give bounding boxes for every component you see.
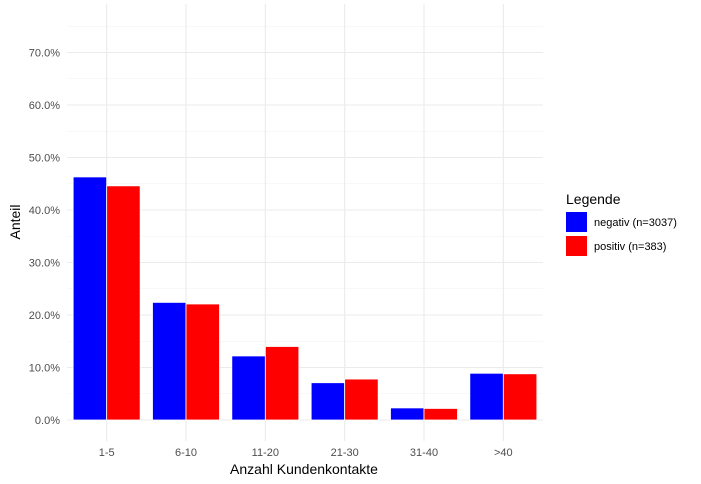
y-axis: 0.0% 10.0% 20.0% 30.0% 40.0% 50.0% 60.0% 70.0%: [29, 48, 60, 428]
y-tick-label: 30.0%: [29, 258, 60, 270]
y-tick-label: 20.0%: [29, 310, 60, 322]
bar-positiv-2: [185, 303, 220, 421]
bar-positiv-4: [344, 378, 379, 421]
bar-negativ-4: [310, 382, 346, 421]
x-tick-label: 1-5: [99, 447, 115, 459]
bar-negativ-5: [390, 407, 425, 421]
y-tick-label: 50.0%: [29, 153, 60, 165]
y-tick-label: 10.0%: [29, 363, 60, 375]
x-tick-label: 6-10: [175, 447, 197, 459]
legend-key-positiv: [566, 236, 587, 256]
x-tick-label: 31-40: [410, 447, 438, 459]
bar-negativ-2: [152, 301, 187, 421]
y-axis-title: Anteil: [7, 204, 23, 239]
x-axis: 1-5 6-10 11-20 21-30 31-40 >40: [99, 447, 513, 459]
x-tick-label: 11-20: [252, 447, 279, 459]
y-tick-label: 0.0%: [35, 415, 60, 427]
bar-negativ-3: [231, 355, 266, 421]
legend-key-negativ: [566, 212, 587, 232]
x-tick-label: 21-30: [331, 447, 359, 459]
y-tick-label: 40.0%: [29, 205, 60, 217]
y-tick-label: 60.0%: [29, 100, 60, 112]
bar-negativ-1: [72, 176, 108, 421]
legend: Legende negativ (n=3037) positiv (n=383): [566, 191, 677, 256]
legend-label: negativ (n=3037): [594, 217, 677, 229]
y-tick-label: 70.0%: [29, 48, 60, 60]
grid: [67, 4, 543, 441]
bar-positiv-6: [502, 373, 538, 421]
bar-positiv-3: [264, 346, 300, 421]
x-axis-title: Anzahl Kundenkontakte: [230, 461, 378, 477]
legend-label: positiv (n=383): [594, 241, 666, 253]
bar-positiv-5: [423, 408, 458, 421]
bars: [72, 176, 538, 421]
bar-negativ-6: [469, 372, 504, 421]
legend-title: Legende: [566, 191, 621, 207]
x-tick-label: >40: [494, 447, 513, 459]
bar-positiv-1: [106, 185, 141, 421]
